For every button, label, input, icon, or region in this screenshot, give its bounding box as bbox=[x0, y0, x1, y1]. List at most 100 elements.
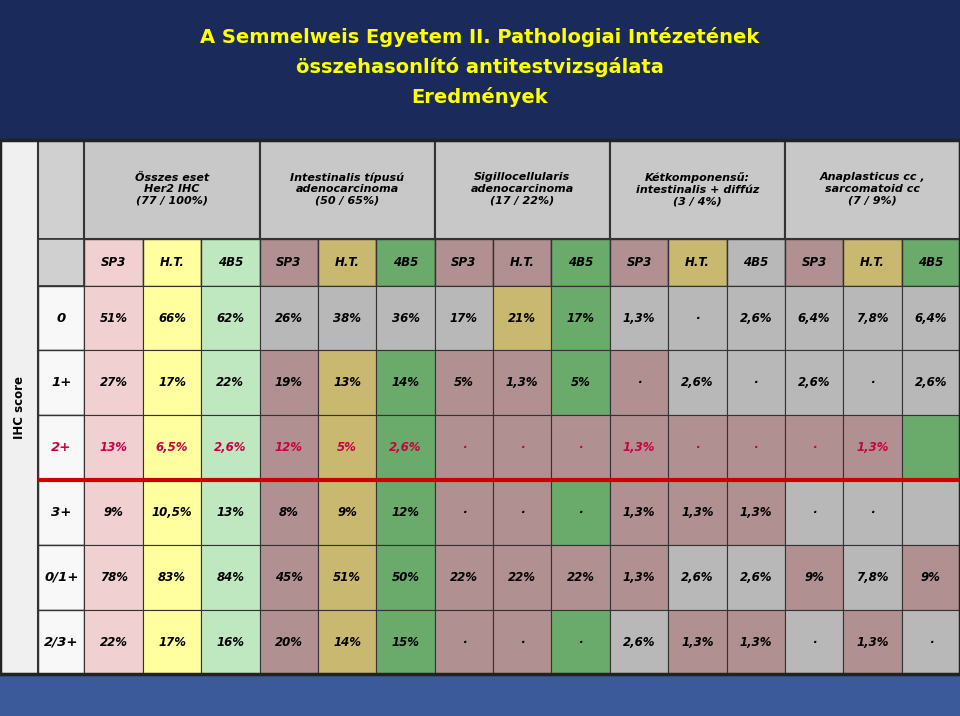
Bar bbox=[610, 286, 668, 350]
Bar bbox=[727, 480, 785, 545]
Text: H.T.: H.T. bbox=[335, 256, 360, 268]
Text: 13%: 13% bbox=[216, 506, 245, 519]
Text: ·: · bbox=[870, 377, 875, 390]
Bar bbox=[901, 609, 960, 674]
Text: H.T.: H.T. bbox=[159, 256, 184, 268]
Text: 17%: 17% bbox=[158, 636, 186, 649]
Bar bbox=[493, 350, 551, 415]
Text: 8%: 8% bbox=[278, 506, 299, 519]
Bar bbox=[493, 286, 551, 350]
Text: 1,3%: 1,3% bbox=[681, 506, 713, 519]
Text: 2,6%: 2,6% bbox=[739, 571, 772, 584]
Text: 1,3%: 1,3% bbox=[681, 636, 713, 649]
Bar bbox=[376, 415, 435, 480]
Text: 5%: 5% bbox=[454, 377, 474, 390]
Text: 4B5: 4B5 bbox=[918, 256, 944, 268]
Bar bbox=[318, 238, 376, 286]
Bar bbox=[435, 545, 493, 609]
Bar bbox=[202, 350, 259, 415]
Bar bbox=[668, 350, 727, 415]
Bar bbox=[785, 415, 843, 480]
Text: SP3: SP3 bbox=[101, 256, 127, 268]
Bar bbox=[318, 286, 376, 350]
Text: Intestinalis típusú
adenocarcinoma
(50 / 65%): Intestinalis típusú adenocarcinoma (50 /… bbox=[290, 173, 404, 206]
Text: 1,3%: 1,3% bbox=[623, 571, 656, 584]
Text: 1,3%: 1,3% bbox=[623, 506, 656, 519]
Bar bbox=[785, 286, 843, 350]
Text: 26%: 26% bbox=[275, 311, 302, 324]
Text: 22%: 22% bbox=[566, 571, 594, 584]
Text: IHC score: IHC score bbox=[12, 376, 26, 438]
Text: 5%: 5% bbox=[570, 377, 590, 390]
Text: ·: · bbox=[462, 506, 467, 519]
Text: ·: · bbox=[812, 506, 816, 519]
Bar bbox=[259, 238, 318, 286]
Bar bbox=[143, 238, 202, 286]
Text: Anaplasticus cc ,
sarcomatoid cc
(7 / 9%): Anaplasticus cc , sarcomatoid cc (7 / 9%… bbox=[820, 173, 925, 205]
Bar bbox=[610, 545, 668, 609]
Text: 6,4%: 6,4% bbox=[915, 311, 948, 324]
Bar bbox=[785, 140, 960, 238]
Bar bbox=[84, 140, 259, 238]
Bar bbox=[493, 545, 551, 609]
Bar bbox=[668, 415, 727, 480]
Text: 17%: 17% bbox=[450, 311, 478, 324]
Text: 17%: 17% bbox=[158, 377, 186, 390]
Bar bbox=[785, 545, 843, 609]
Text: 3+: 3+ bbox=[51, 506, 72, 519]
Text: 7,8%: 7,8% bbox=[856, 571, 889, 584]
Bar bbox=[318, 609, 376, 674]
Text: 2,6%: 2,6% bbox=[214, 441, 247, 454]
Text: 2,6%: 2,6% bbox=[739, 311, 772, 324]
Text: 6,4%: 6,4% bbox=[798, 311, 830, 324]
Text: 2,6%: 2,6% bbox=[681, 571, 713, 584]
Bar bbox=[143, 480, 202, 545]
Text: 1,3%: 1,3% bbox=[739, 636, 772, 649]
Text: 1,3%: 1,3% bbox=[623, 441, 656, 454]
Bar bbox=[318, 480, 376, 545]
Text: 2,6%: 2,6% bbox=[389, 441, 421, 454]
Text: 14%: 14% bbox=[333, 636, 361, 649]
Bar bbox=[843, 480, 901, 545]
Text: 1+: 1+ bbox=[51, 377, 72, 390]
Bar bbox=[202, 545, 259, 609]
Text: SP3: SP3 bbox=[626, 256, 652, 268]
Bar bbox=[318, 350, 376, 415]
Bar bbox=[785, 609, 843, 674]
Text: 9%: 9% bbox=[104, 506, 124, 519]
Text: 21%: 21% bbox=[508, 311, 537, 324]
Bar bbox=[38, 286, 84, 350]
Bar bbox=[143, 350, 202, 415]
Text: ·: · bbox=[462, 636, 467, 649]
Text: ·: · bbox=[870, 506, 875, 519]
Text: 14%: 14% bbox=[392, 377, 420, 390]
Text: 4B5: 4B5 bbox=[743, 256, 768, 268]
Bar bbox=[551, 480, 610, 545]
Text: 4B5: 4B5 bbox=[393, 256, 419, 268]
Bar bbox=[202, 238, 259, 286]
Bar bbox=[551, 545, 610, 609]
Text: 1,3%: 1,3% bbox=[623, 311, 656, 324]
Bar bbox=[727, 415, 785, 480]
Bar bbox=[38, 609, 84, 674]
Bar bbox=[901, 350, 960, 415]
Text: 1,3%: 1,3% bbox=[856, 441, 889, 454]
Bar bbox=[435, 609, 493, 674]
Text: 1,3%: 1,3% bbox=[506, 377, 539, 390]
Text: 1,3%: 1,3% bbox=[856, 636, 889, 649]
Text: H.T.: H.T. bbox=[684, 256, 709, 268]
Bar bbox=[843, 350, 901, 415]
Bar bbox=[435, 350, 493, 415]
Bar bbox=[901, 415, 960, 480]
Bar bbox=[610, 350, 668, 415]
Bar bbox=[84, 545, 143, 609]
Bar bbox=[493, 238, 551, 286]
Text: 1,3%: 1,3% bbox=[739, 506, 772, 519]
Bar bbox=[38, 480, 84, 545]
Bar bbox=[435, 238, 493, 286]
Bar bbox=[727, 286, 785, 350]
Text: 9%: 9% bbox=[337, 506, 357, 519]
Bar bbox=[610, 480, 668, 545]
Bar bbox=[435, 140, 610, 238]
Bar bbox=[84, 415, 143, 480]
